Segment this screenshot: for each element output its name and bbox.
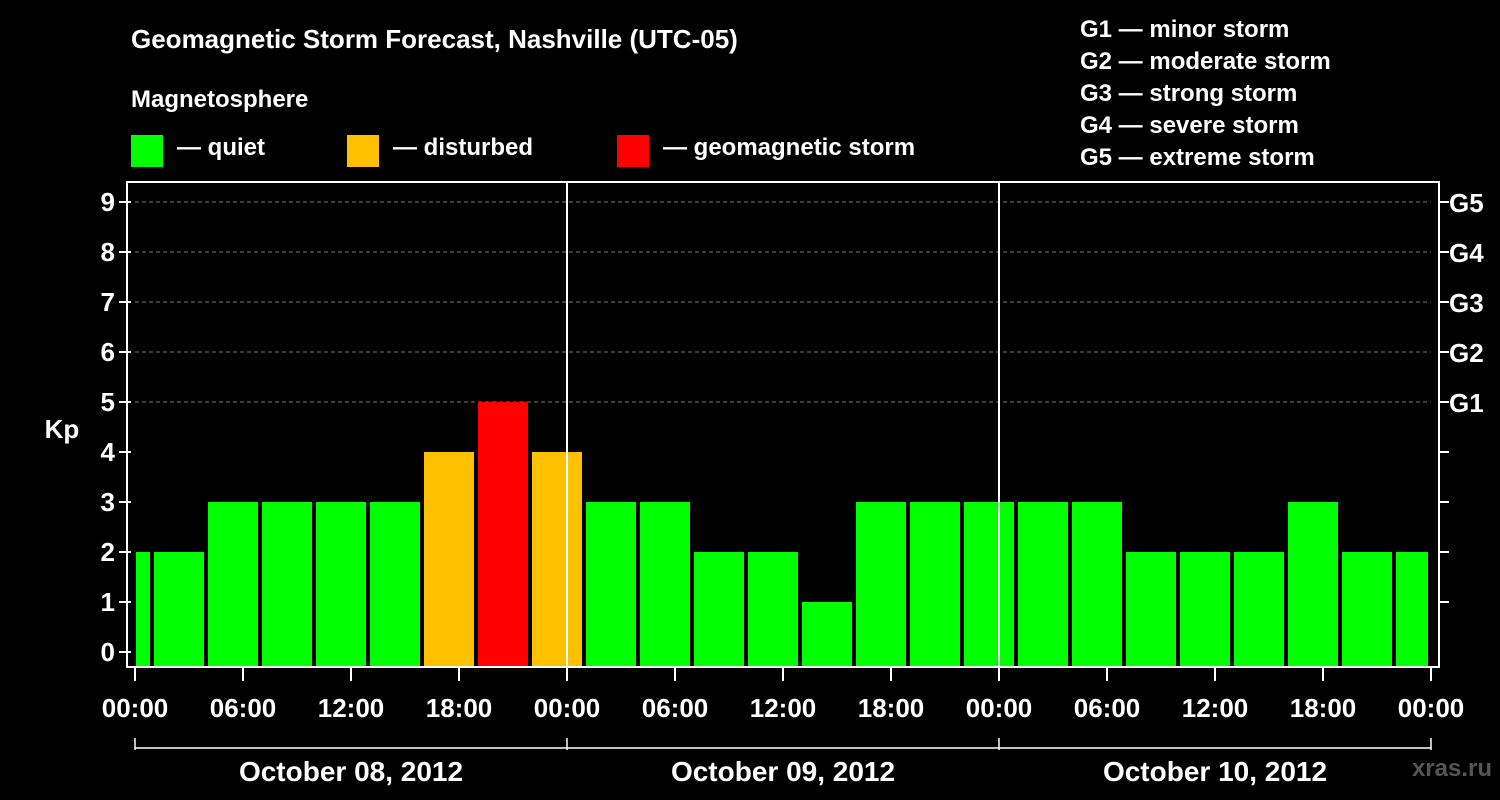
kp-bar bbox=[1234, 552, 1284, 667]
kp-bar bbox=[586, 502, 636, 667]
kp-bar bbox=[748, 552, 798, 667]
x-tick-label: 00:00 bbox=[534, 693, 601, 723]
day-label: October 10, 2012 bbox=[1103, 756, 1327, 787]
y-tick-label: 4 bbox=[101, 437, 116, 467]
kp-bar bbox=[1396, 552, 1428, 667]
y-tick-label: 2 bbox=[101, 537, 115, 567]
legend-label-disturbed: — disturbed bbox=[393, 134, 534, 161]
x-tick-label: 00:00 bbox=[966, 693, 1033, 723]
kp-bar bbox=[856, 502, 906, 667]
day-label: October 09, 2012 bbox=[671, 756, 895, 787]
kp-bar bbox=[694, 552, 744, 667]
chart-title: Geomagnetic Storm Forecast, Nashville (U… bbox=[131, 24, 738, 54]
kp-bar bbox=[640, 502, 690, 667]
legend-swatch-disturbed bbox=[347, 135, 379, 167]
legend-label-quiet: — quiet bbox=[177, 134, 265, 161]
x-tick-label: 18:00 bbox=[858, 693, 925, 723]
g-scale-item: G4 — severe storm bbox=[1080, 112, 1299, 139]
g-scale-label: G4 bbox=[1449, 238, 1484, 268]
x-tick-label: 12:00 bbox=[750, 693, 817, 723]
kp-bar bbox=[1288, 502, 1338, 667]
y-axis-label: Kp bbox=[45, 414, 80, 444]
kp-bar bbox=[964, 502, 1014, 667]
g-scale-item: G2 — moderate storm bbox=[1080, 48, 1331, 75]
kp-bar bbox=[1018, 502, 1068, 667]
g-scale-label: G5 bbox=[1449, 188, 1484, 218]
kp-bar bbox=[478, 402, 528, 667]
g-scale-item: G1 — minor storm bbox=[1080, 16, 1290, 43]
g-scale-item: G3 — strong storm bbox=[1080, 80, 1298, 107]
x-tick-label: 18:00 bbox=[426, 693, 493, 723]
kp-bar bbox=[154, 552, 204, 667]
y-tick-label: 6 bbox=[101, 337, 115, 367]
kp-bar bbox=[1342, 552, 1392, 667]
kp-bar bbox=[532, 452, 582, 667]
g-scale-label: G1 bbox=[1449, 388, 1484, 418]
x-tick-label: 06:00 bbox=[1074, 693, 1141, 723]
day-label: October 08, 2012 bbox=[239, 756, 463, 787]
g-scale-label: G2 bbox=[1449, 338, 1484, 368]
y-tick-label: 7 bbox=[101, 287, 115, 317]
kp-bar bbox=[208, 502, 258, 667]
kp-bar bbox=[424, 452, 474, 667]
x-tick-label: 12:00 bbox=[318, 693, 385, 723]
y-tick-label: 5 bbox=[101, 387, 115, 417]
watermark: xras.ru bbox=[1411, 755, 1492, 782]
kp-bar bbox=[262, 502, 312, 667]
kp-bar bbox=[1180, 552, 1230, 667]
y-tick-label: 8 bbox=[101, 237, 115, 267]
y-tick-label: 3 bbox=[101, 487, 115, 517]
y-tick-label: 1 bbox=[101, 587, 115, 617]
g-scale-legend: G1 — minor storm G2 — moderate storm G3 … bbox=[1080, 14, 1331, 174]
y-tick-label: 9 bbox=[101, 187, 115, 217]
y-tick-label: 0 bbox=[101, 637, 115, 667]
x-tick-label: 18:00 bbox=[1290, 693, 1357, 723]
kp-bar bbox=[1072, 502, 1122, 667]
legend-swatch-storm bbox=[617, 135, 649, 167]
x-tick-label: 00:00 bbox=[1398, 693, 1465, 723]
kp-bar bbox=[802, 602, 852, 667]
kp-bar bbox=[910, 502, 960, 667]
kp-bar bbox=[1126, 552, 1176, 667]
legend-label-storm: — geomagnetic storm bbox=[663, 134, 916, 161]
magnetosphere-label: Magnetosphere bbox=[131, 86, 309, 113]
legend-swatch-quiet bbox=[131, 135, 163, 167]
g-scale-item: G5 — extreme storm bbox=[1080, 144, 1315, 171]
kp-bar bbox=[370, 502, 420, 667]
x-tick-label: 06:00 bbox=[210, 693, 277, 723]
x-tick-label: 12:00 bbox=[1182, 693, 1249, 723]
kp-bar bbox=[316, 502, 366, 667]
x-tick-label: 00:00 bbox=[102, 693, 169, 723]
g-scale-label: G3 bbox=[1449, 288, 1484, 318]
kp-bar bbox=[136, 552, 150, 667]
x-tick-label: 06:00 bbox=[642, 693, 709, 723]
